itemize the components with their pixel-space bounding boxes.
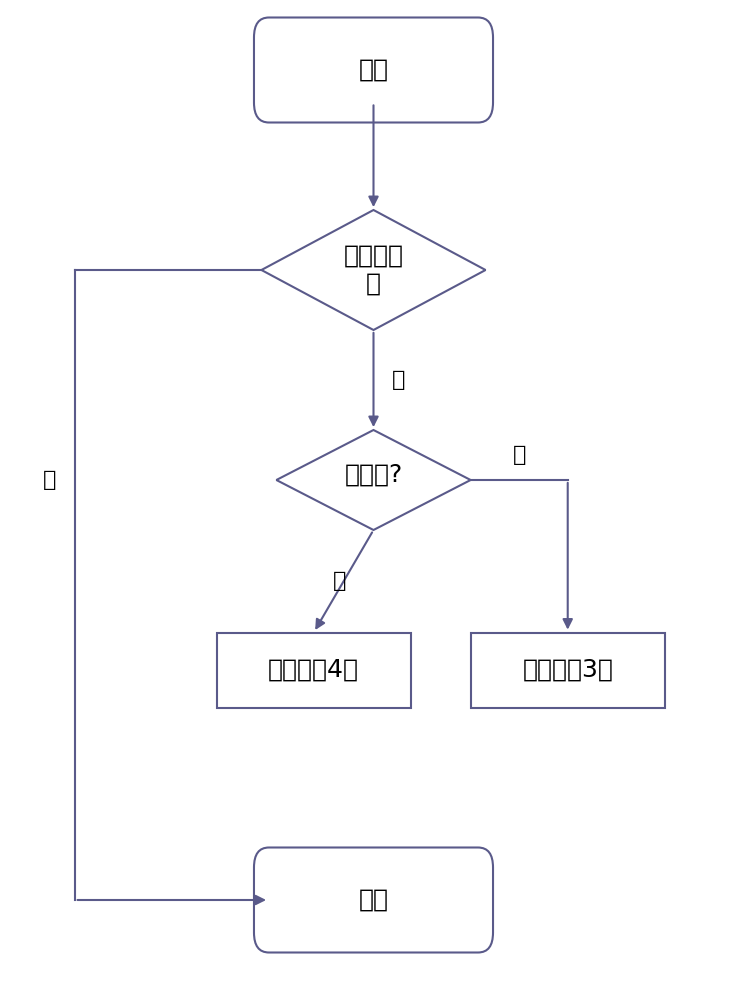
- Text: 转步骤（3）: 转步骤（3）: [522, 658, 613, 682]
- Text: 开始: 开始: [359, 58, 388, 82]
- FancyBboxPatch shape: [254, 847, 493, 952]
- FancyBboxPatch shape: [217, 632, 411, 708]
- Text: 是: 是: [43, 470, 56, 490]
- FancyBboxPatch shape: [254, 17, 493, 122]
- Polygon shape: [276, 430, 471, 530]
- Text: 读请求?: 读请求?: [344, 463, 403, 487]
- Text: 否: 否: [332, 571, 346, 591]
- Polygon shape: [261, 210, 486, 330]
- Text: 转步骤（4）: 转步骤（4）: [268, 658, 359, 682]
- Text: 否: 否: [392, 370, 406, 390]
- FancyBboxPatch shape: [471, 632, 665, 708]
- Text: 请求队列
空: 请求队列 空: [344, 244, 403, 296]
- Text: 是: 是: [512, 445, 526, 465]
- Text: 结束: 结束: [359, 888, 388, 912]
